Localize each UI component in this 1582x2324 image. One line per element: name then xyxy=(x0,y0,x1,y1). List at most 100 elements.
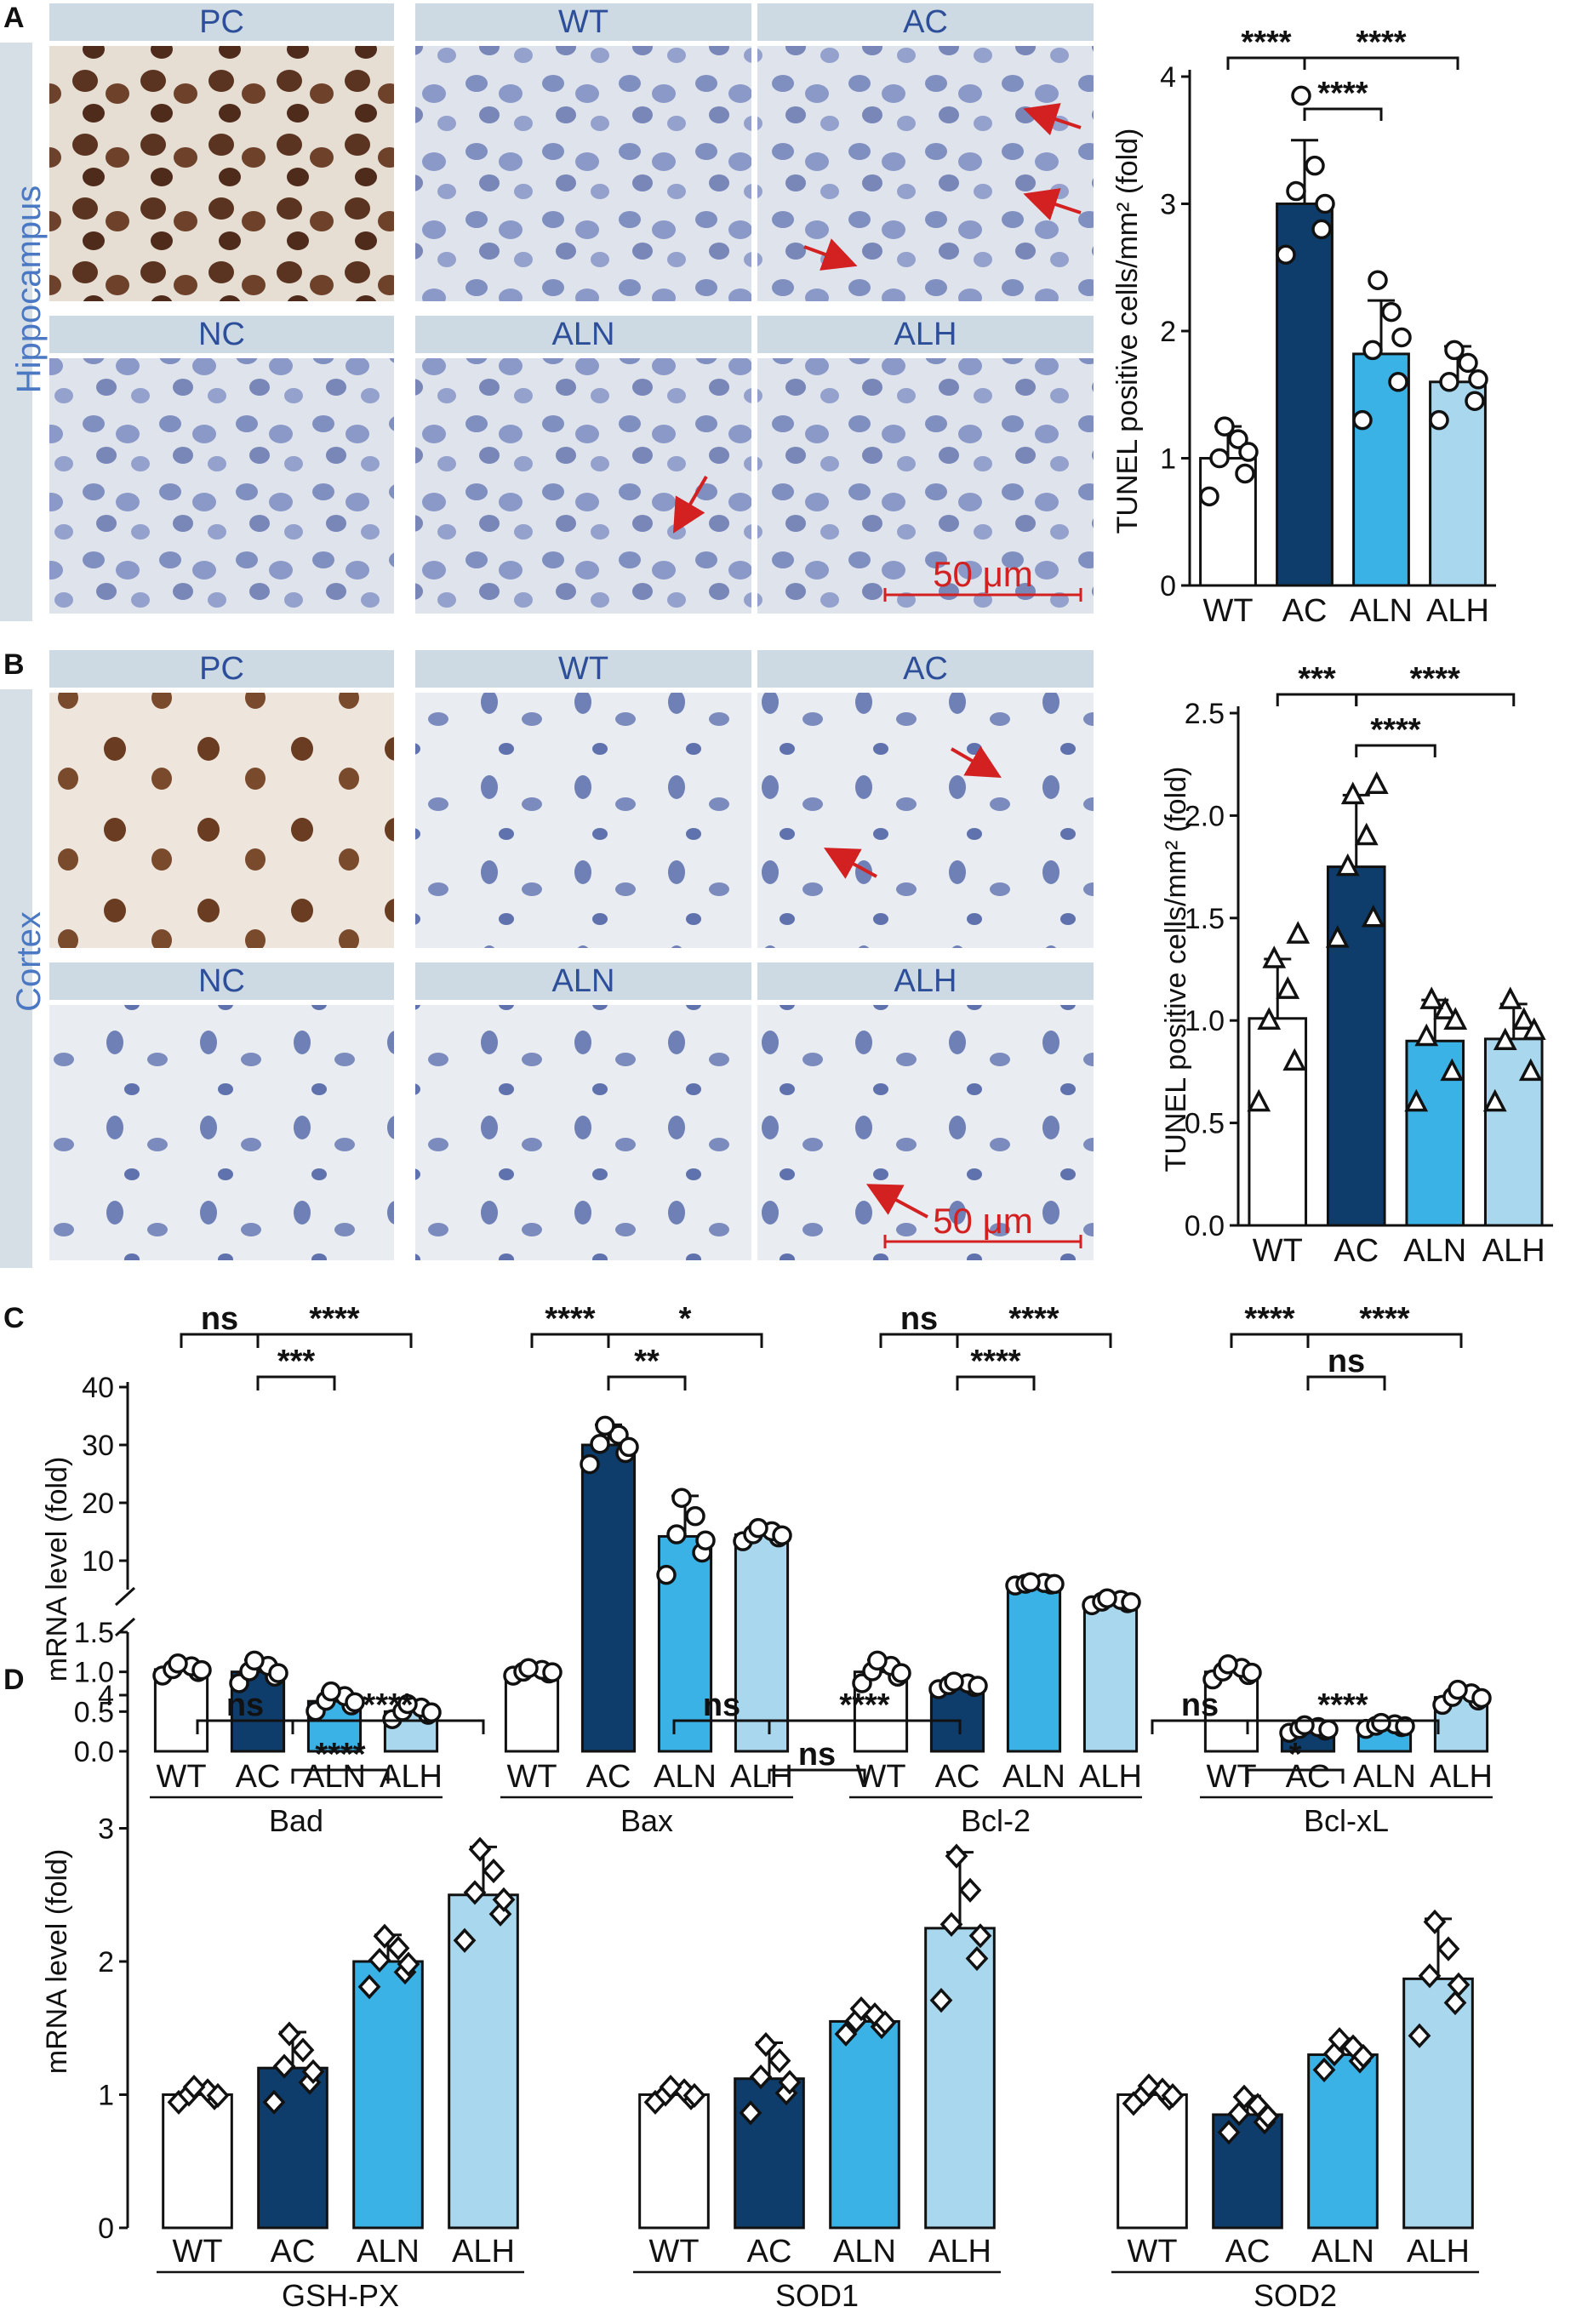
micrograph-caption-bg xyxy=(415,962,751,1000)
x-tick-label: WT xyxy=(648,2234,699,2270)
data-point xyxy=(1465,391,1485,411)
data-point xyxy=(944,1671,964,1692)
scale-bar-label: 50 μm xyxy=(933,554,1033,594)
y-tick-label: 4 xyxy=(98,1680,114,1712)
data-point xyxy=(1352,409,1373,431)
micrograph-image xyxy=(415,693,751,948)
axis-break-mark xyxy=(114,1586,136,1607)
y-tick-label: 1 xyxy=(1160,443,1176,476)
data-point xyxy=(1305,155,1325,176)
significance-bracket xyxy=(291,1768,390,1784)
data-point xyxy=(682,2082,706,2109)
data-point xyxy=(748,1517,768,1539)
x-tick-label: ALH xyxy=(730,1759,793,1795)
micrograph-caption-bg xyxy=(757,962,1094,1000)
bar-aln xyxy=(1352,352,1410,587)
data-point xyxy=(1276,976,1300,999)
data-point xyxy=(421,1702,442,1723)
data-point xyxy=(1371,1712,1391,1733)
x-tick-label: ALN xyxy=(1311,2234,1374,2270)
x-tick-label: WT xyxy=(156,1759,206,1795)
data-point xyxy=(468,1836,492,1862)
data-point xyxy=(1368,270,1388,290)
red-arrow-icon xyxy=(1023,103,1082,136)
x-tick-label: ALH xyxy=(928,2234,991,2270)
data-point xyxy=(1404,1088,1429,1112)
data-point xyxy=(1121,1591,1141,1613)
data-point xyxy=(206,2082,230,2109)
bar-bcl-2-alh xyxy=(1082,1600,1139,1753)
x-tick-label: ALH xyxy=(1407,2234,1470,2270)
significance-bracket xyxy=(1246,1719,1440,1734)
significance-label: **** xyxy=(1008,1301,1059,1337)
micrograph-caption-bg xyxy=(49,3,394,41)
significance-bracket xyxy=(1303,56,1459,70)
significance-label: ** xyxy=(634,1344,660,1379)
data-point xyxy=(1312,2057,1336,2082)
red-arrow-icon xyxy=(823,848,877,879)
significance-label: *** xyxy=(277,1344,316,1379)
significance-label: *** xyxy=(1298,661,1336,697)
data-point xyxy=(1471,1687,1492,1709)
data-point xyxy=(301,2058,325,2085)
data-point xyxy=(666,1524,687,1545)
x-tick-label: ALH xyxy=(1430,1759,1493,1795)
data-point xyxy=(595,1415,615,1436)
data-point xyxy=(397,1693,418,1715)
micrograph-image xyxy=(49,1005,394,1260)
y-tick-label: 0.5 xyxy=(1185,1108,1225,1140)
x-tick-label: WT xyxy=(1206,1759,1256,1795)
data-point xyxy=(1448,1679,1468,1700)
significance-label: ns xyxy=(226,1687,264,1723)
data-point xyxy=(1493,1027,1517,1051)
data-point xyxy=(182,2074,206,2100)
significance-label: **** xyxy=(1244,1301,1294,1337)
data-point xyxy=(968,1923,992,1949)
data-point xyxy=(1391,327,1412,348)
micrograph-caption-bg xyxy=(757,3,1094,41)
x-tick-label: ALH xyxy=(380,1759,443,1795)
data-point xyxy=(1364,771,1389,795)
data-point xyxy=(754,2031,778,2058)
significance-bracket xyxy=(1246,1768,1345,1784)
micrograph-caption-bg xyxy=(415,3,751,41)
y-tick-label: 4 xyxy=(1160,61,1176,94)
y-axis-label: mRNA level (fold) xyxy=(41,1849,73,2075)
micrograph-caption-bg xyxy=(757,650,1094,688)
data-point xyxy=(1256,2104,1280,2129)
hippocampus-side-label: Hippocampus xyxy=(10,186,48,394)
bar-sod2-wt xyxy=(1117,2093,1188,2230)
red-arrow-icon xyxy=(865,1184,928,1219)
micrograph-image xyxy=(415,358,751,614)
data-point xyxy=(891,1663,911,1683)
micrograph-image xyxy=(415,1005,751,1260)
hippocampus-side-band xyxy=(0,43,32,621)
x-tick-label: ALH xyxy=(1079,1759,1142,1795)
micrograph-image xyxy=(757,693,1094,948)
data-point xyxy=(1257,1007,1282,1030)
y-tick-label: 1 xyxy=(98,2080,114,2112)
significance-bracket xyxy=(1303,107,1383,121)
data-point xyxy=(1443,1990,1467,2016)
x-tick-label: AC xyxy=(1225,2234,1271,2270)
panel-letter-b: B xyxy=(3,648,25,681)
y-tick-label: 1.0 xyxy=(74,1657,114,1689)
red-arrow-icon xyxy=(803,238,858,271)
group-label: Bcl-2 xyxy=(961,1803,1031,1838)
red-arrow-icon xyxy=(1023,188,1082,221)
data-point xyxy=(1214,416,1235,437)
group-label: SOD2 xyxy=(1254,2278,1337,2313)
data-point xyxy=(1498,986,1522,1009)
y-tick-label: 2.0 xyxy=(1185,800,1225,832)
x-tick-label: AC xyxy=(1282,593,1328,629)
data-point xyxy=(321,1681,341,1702)
significance-label: * xyxy=(679,1301,692,1337)
data-point xyxy=(873,2010,897,2036)
data-point xyxy=(373,1923,397,1949)
data-point xyxy=(1282,1048,1307,1071)
y-tick-label: 1.5 xyxy=(1185,903,1225,935)
micrograph-image xyxy=(49,358,394,614)
data-point xyxy=(1468,369,1488,390)
y-tick-label: 0.0 xyxy=(1185,1210,1225,1242)
data-point xyxy=(272,2053,296,2079)
